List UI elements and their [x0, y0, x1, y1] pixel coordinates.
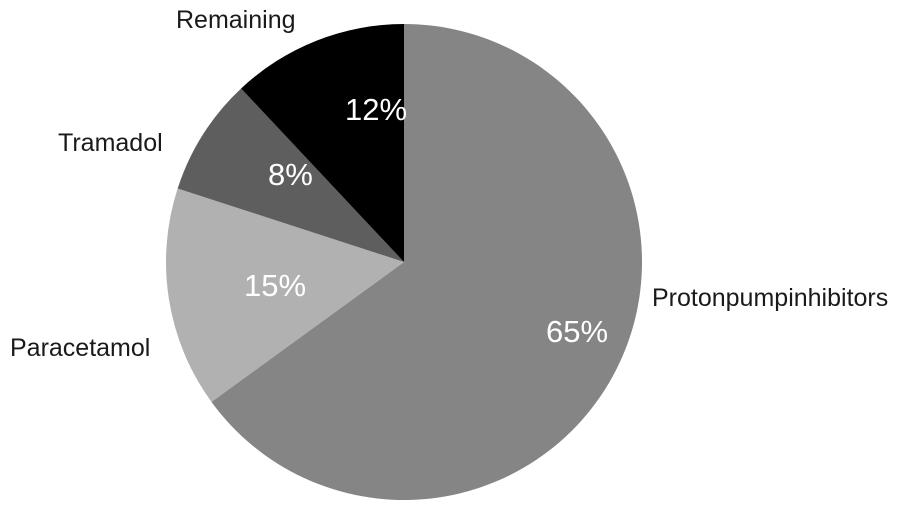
pie-value-labels: 65% 15% 8% 12% [244, 92, 608, 349]
pie-value-label-paracetamol: 15% [244, 268, 306, 303]
pie-slice-tramadol [177, 88, 404, 262]
pie-value-label-protonpumpinhibitors: 65% [546, 314, 608, 349]
pie-category-label-remaining: Remaining [176, 6, 296, 34]
pie-slice-remaining [241, 24, 404, 262]
pie-slice-protonpumpinhibitors [211, 24, 642, 500]
pie-category-label-protonpumpinhibitors: Protonpumpinhibitors [652, 284, 888, 312]
pie-category-label-paracetamol: Paracetamol [10, 334, 150, 362]
pie-slice-paracetamol [165, 188, 404, 402]
pie-category-label-tramadol: Tramadol [58, 129, 163, 157]
pie-value-label-remaining: 12% [345, 92, 407, 127]
pie-category-labels: Protonpumpinhibitors Paracetamol Tramadol R… [10, 6, 888, 362]
pie-value-label-tramadol: 8% [268, 157, 313, 192]
pie-slices [165, 24, 642, 500]
